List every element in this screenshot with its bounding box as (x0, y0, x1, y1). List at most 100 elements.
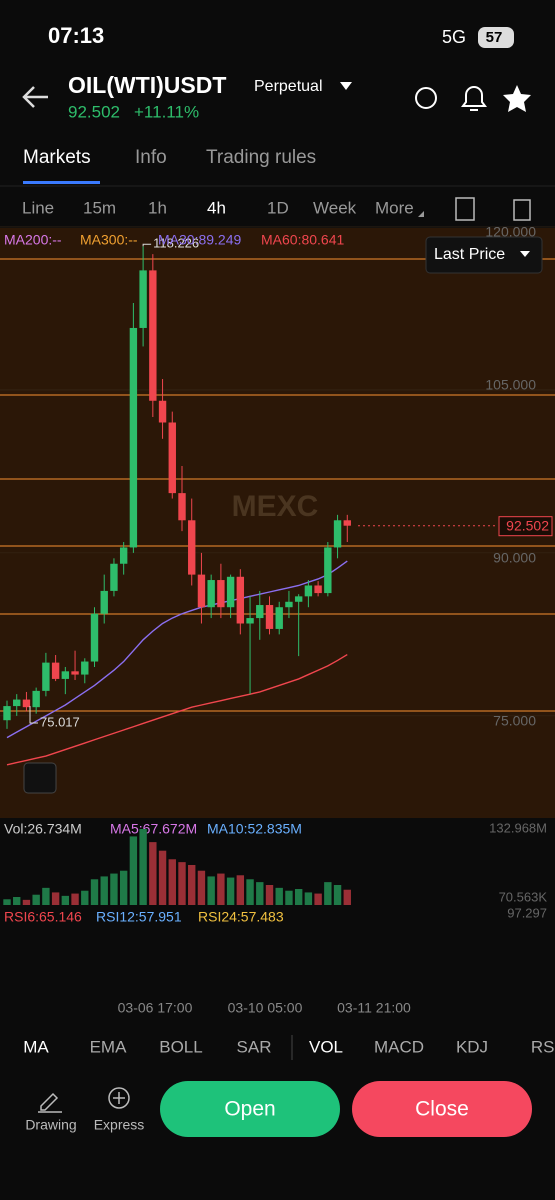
candle-body (168, 422, 176, 494)
tab[interactable]: Info (135, 147, 167, 168)
dropdown[interactable] (340, 82, 352, 90)
rsi-max: 97.297 (507, 905, 547, 920)
settings-icon[interactable] (455, 197, 475, 221)
indicator-tab[interactable]: EMA (90, 1037, 128, 1056)
candle-body (129, 327, 138, 548)
indicator-tab[interactable]: MA (23, 1037, 49, 1056)
volume-bar (314, 893, 322, 905)
volume-bar (217, 873, 225, 905)
volume-bar (304, 892, 313, 905)
x-tick-label: 03-10 05:00 (228, 1000, 303, 1016)
tab[interactable]: Trading rules (206, 147, 316, 168)
volume-bar (100, 876, 108, 905)
indicator-tab[interactable]: VOL (309, 1037, 343, 1056)
ma-legend: MA60:80.641 (261, 232, 344, 248)
close-button[interactable] (352, 1081, 532, 1137)
change: +11.11% (134, 102, 199, 121)
contract[interactable]: Perpetual (254, 78, 323, 95)
candle-body (275, 607, 283, 629)
x-tick-label: 03-11 21:00 (337, 1000, 411, 1016)
y-tick-label: 75.000 (493, 713, 536, 729)
volume-max: 132.968M (489, 820, 547, 835)
candle-body (197, 574, 206, 608)
open-button[interactable] (160, 1081, 340, 1137)
copy-icon[interactable] (513, 199, 531, 221)
drawing-icon[interactable] (38, 1092, 62, 1113)
ma-legend: MA300:-- (80, 232, 138, 248)
share-icon[interactable] (415, 87, 437, 109)
favorite-icon[interactable] (503, 85, 531, 112)
timeframe[interactable]: 15m (83, 198, 116, 217)
more-arrow[interactable] (418, 211, 424, 217)
candle-body (265, 605, 274, 629)
candle-body (294, 596, 303, 602)
volume-bar (32, 894, 40, 905)
candle-body (61, 671, 70, 679)
rsi-legend: RSI24:57.483 (198, 909, 284, 925)
volume-bar (178, 862, 186, 905)
volume-bar (265, 884, 274, 905)
volume-bar (246, 879, 254, 905)
close-label[interactable]: Close (415, 1098, 469, 1121)
candle-body (246, 618, 254, 624)
volume-bar (168, 859, 176, 905)
last-price-value: 92.502 (506, 517, 549, 533)
network: 5G (442, 27, 466, 47)
tab-underline (23, 181, 100, 184)
indicator-tab[interactable]: BOLL (159, 1037, 202, 1056)
candle-body (256, 605, 264, 619)
timeframe[interactable]: Week (313, 198, 357, 217)
candle-body (51, 662, 60, 679)
alert-icon[interactable] (461, 86, 487, 111)
candle-body (207, 580, 215, 608)
express-icon[interactable] (113, 1092, 125, 1104)
candle-body (100, 590, 108, 614)
candle-body (343, 520, 351, 526)
price-mode[interactable] (425, 236, 543, 274)
indicator-tab[interactable]: MACD (374, 1037, 424, 1056)
volume-legend: MA10:52.835M (207, 821, 302, 837)
timeframe[interactable]: 1h (148, 198, 167, 217)
candle-body (236, 576, 245, 624)
volume-bar (226, 877, 235, 905)
volume-bar (256, 882, 264, 905)
volume-bar (285, 890, 293, 905)
volume-bar (61, 895, 70, 905)
drawing-label[interactable]: Drawing (25, 1117, 76, 1133)
chart-area (0, 228, 555, 818)
volume-bar (81, 890, 89, 905)
open-label[interactable]: Open (224, 1098, 275, 1121)
timeframe[interactable]: More (375, 198, 414, 217)
back-button[interactable] (22, 86, 48, 108)
volume-min: 70.563K (499, 889, 548, 904)
volume-bar (207, 876, 215, 905)
timeframe[interactable]: Line (22, 198, 54, 217)
indicator-tab[interactable]: KDJ (456, 1037, 488, 1056)
express-label[interactable]: Express (94, 1117, 145, 1133)
tab[interactable]: Markets (23, 147, 91, 168)
high-label: 118.226 (153, 236, 199, 251)
y-tick-label: 105.000 (485, 377, 536, 393)
volume-bar (90, 879, 99, 905)
timeframe[interactable]: 4h (207, 198, 226, 217)
candle-body (42, 662, 50, 691)
candle-body (81, 661, 89, 675)
candle-body (217, 580, 225, 608)
dropdown[interactable] (520, 251, 530, 257)
indicator-tab[interactable]: SAR (237, 1037, 272, 1056)
indicator-tab[interactable]: RSI (531, 1037, 555, 1056)
candle-body (304, 585, 313, 597)
high-pointer (142, 243, 152, 247)
volume-bar (236, 875, 245, 905)
price-mode-label[interactable]: Last Price (434, 246, 505, 263)
volume-bar (119, 870, 128, 905)
volume-bar (197, 870, 206, 905)
fullscreen-button[interactable] (23, 762, 57, 794)
candle-body (188, 520, 196, 575)
symbol: OIL(WTI)USDT (68, 72, 226, 98)
timeframe[interactable]: 1D (267, 198, 289, 217)
volume-bar (294, 888, 303, 905)
express-icon[interactable] (108, 1087, 130, 1109)
